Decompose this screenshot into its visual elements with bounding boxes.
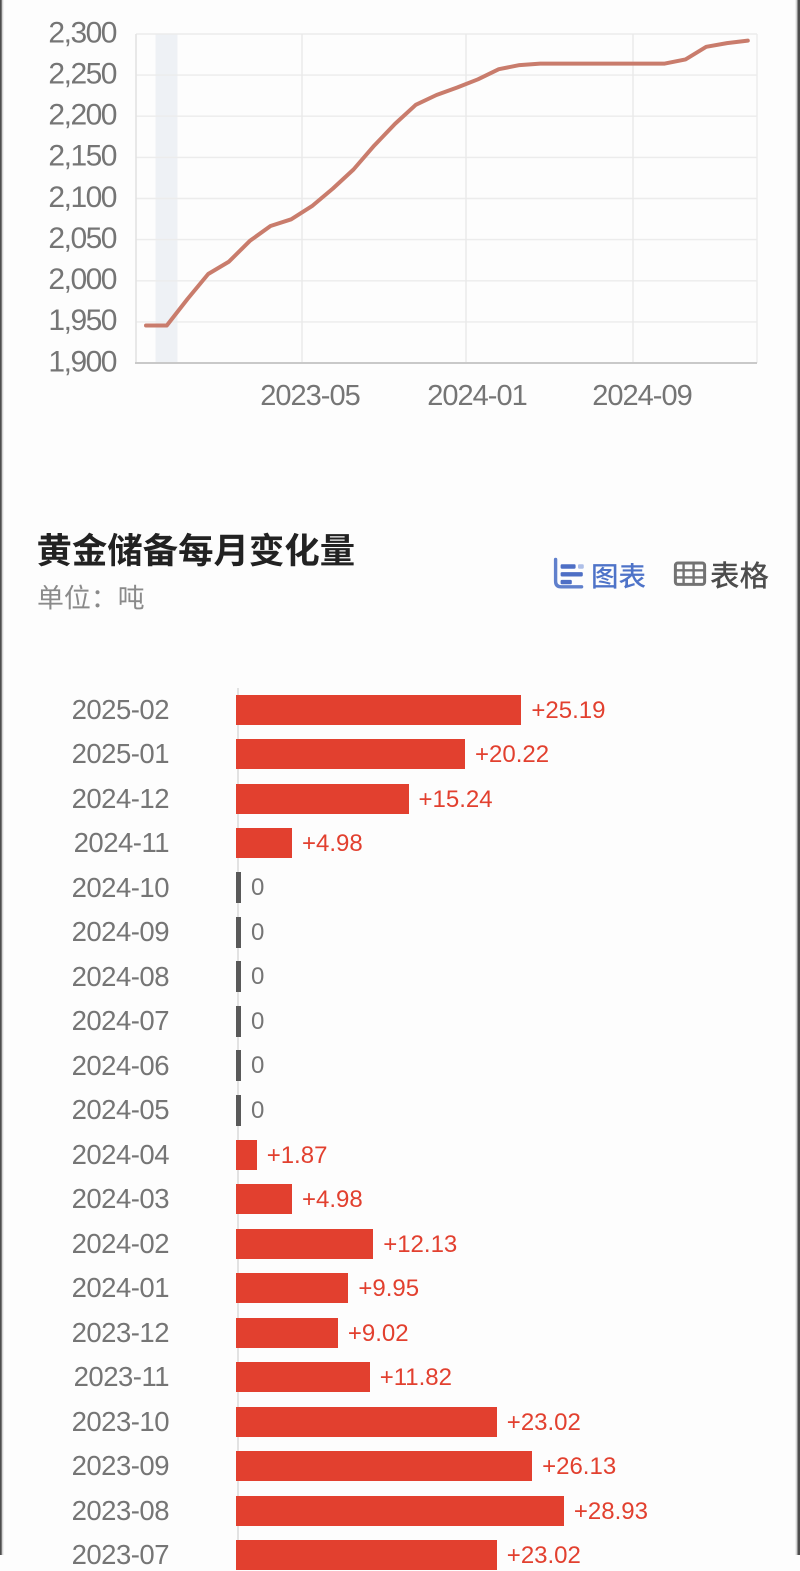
svg-text:2,050: 2,050: [48, 222, 116, 255]
svg-text:2,150: 2,150: [48, 140, 116, 173]
svg-text:2,000: 2,000: [48, 263, 116, 296]
svg-text:1,900: 1,900: [48, 345, 116, 378]
svg-text:2,250: 2,250: [48, 57, 116, 90]
svg-text:2,200: 2,200: [48, 99, 116, 132]
svg-text:2023-05: 2023-05: [260, 380, 359, 412]
svg-text:2,100: 2,100: [48, 181, 116, 214]
svg-text:2024-09: 2024-09: [592, 380, 691, 412]
svg-text:1,950: 1,950: [48, 304, 116, 337]
svg-text:2024-01: 2024-01: [427, 380, 526, 412]
svg-text:2,300: 2,300: [48, 16, 116, 49]
